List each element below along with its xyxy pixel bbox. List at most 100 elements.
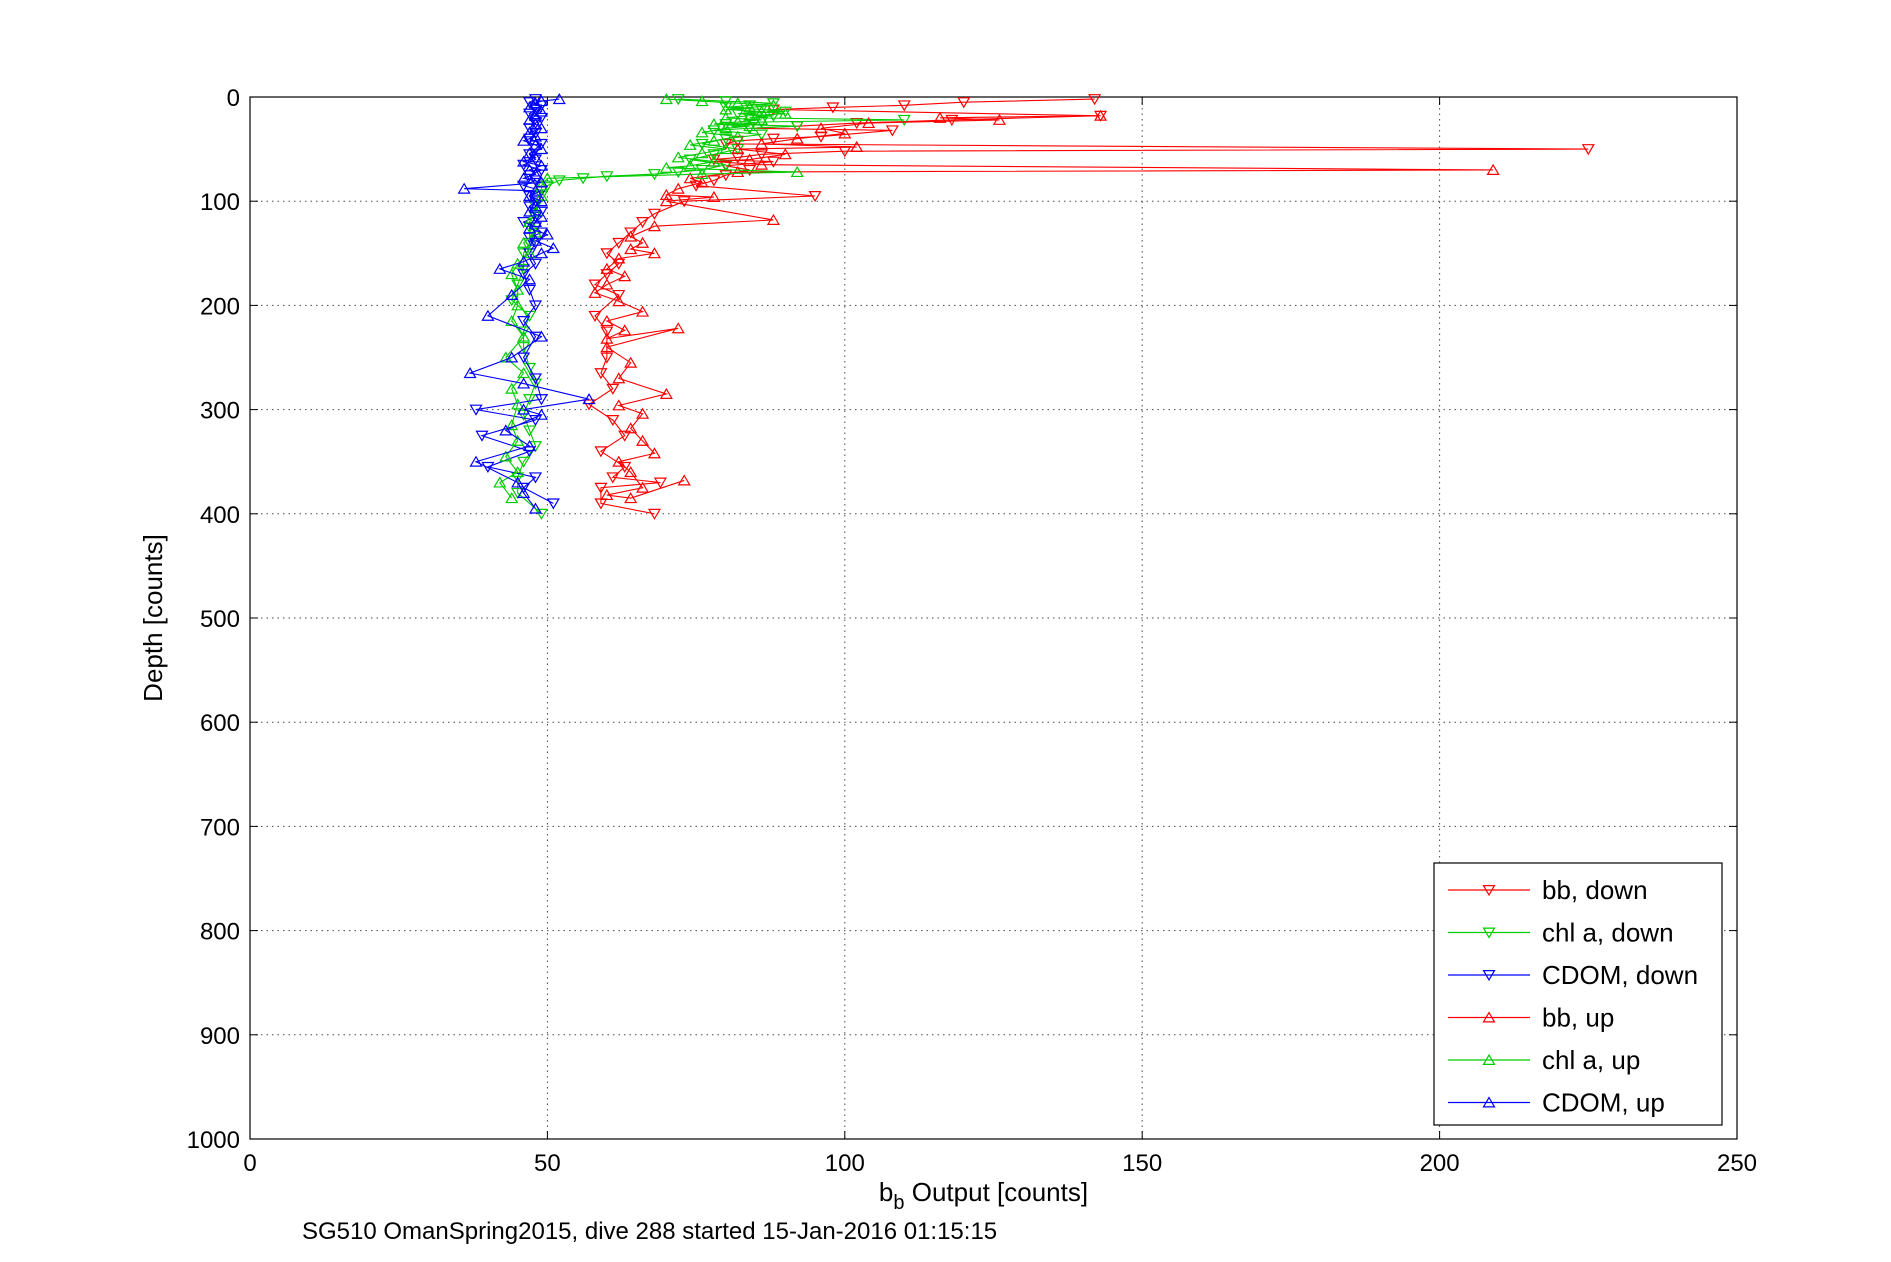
data-point (707, 134, 721, 146)
data-point (523, 113, 537, 125)
data-point (612, 289, 626, 302)
data-point (719, 142, 733, 155)
data-point (659, 195, 673, 207)
data-point (814, 122, 828, 134)
data-point (766, 156, 780, 168)
x-axis-label-subscript: b (893, 1192, 904, 1214)
data-point (933, 111, 947, 123)
data-point (528, 373, 543, 385)
data-point (457, 182, 471, 194)
y-tick-label: 900 (200, 1023, 240, 1050)
data-point (534, 330, 549, 342)
y-axis-label: Depth [counts] (138, 534, 168, 702)
data-point (505, 295, 519, 307)
x-axis-label-main: b (879, 1177, 893, 1207)
data-point (636, 217, 650, 229)
data-point (731, 142, 745, 155)
data-point (838, 127, 852, 139)
data-point (677, 474, 691, 486)
data-point (671, 151, 685, 163)
data-point (743, 112, 757, 124)
data-point (600, 269, 614, 281)
data-point (624, 492, 638, 504)
data-point (636, 434, 650, 446)
legend-label: chl a, down (1542, 918, 1674, 948)
x-tick-label: 250 (1717, 1150, 1757, 1177)
data-point (612, 455, 626, 467)
data-point (517, 159, 531, 171)
data-point (499, 424, 513, 436)
data-point (528, 415, 543, 427)
legend-label: CDOM, down (1542, 960, 1698, 990)
y-tick-label: 300 (200, 398, 240, 425)
data-point (523, 446, 537, 458)
data-point (523, 439, 537, 452)
data-point (647, 220, 662, 232)
data-point (528, 138, 543, 150)
y-tick-label: 400 (200, 502, 240, 529)
data-point (469, 404, 483, 416)
legend-label: bb, up (1542, 1003, 1614, 1033)
data-point (612, 252, 626, 264)
data-point (719, 122, 733, 134)
data-point (659, 161, 673, 173)
data-point (754, 129, 769, 141)
data-point (992, 113, 1006, 125)
figure-caption: SG510 OmanSpring2015, dive 288 started 1… (302, 1218, 997, 1245)
data-point (606, 383, 620, 395)
data-point (707, 117, 721, 130)
data-point (552, 92, 566, 105)
series-line (464, 98, 590, 509)
data-point (505, 382, 519, 394)
data-point (647, 247, 662, 259)
data-point (534, 508, 549, 520)
data-point (523, 284, 537, 296)
data-point (517, 172, 531, 184)
data-point (528, 237, 543, 250)
legend-swatch-marker (1482, 1096, 1496, 1108)
data-series (457, 92, 1595, 520)
x-axis-label-rest: Output [counts] (905, 1177, 1089, 1207)
data-point (523, 247, 537, 259)
data-point (778, 148, 792, 160)
data-point (957, 97, 971, 109)
data-point (671, 322, 685, 334)
data-point (481, 309, 495, 321)
legend-entry: bb, up (1448, 1003, 1614, 1033)
data-point (647, 208, 662, 220)
data-point (647, 169, 662, 181)
data-point (600, 278, 614, 290)
data-point (707, 175, 721, 187)
data-point (719, 96, 733, 108)
data-point (505, 351, 519, 363)
data-point (731, 97, 745, 109)
data-point (754, 149, 769, 161)
data-point (517, 236, 531, 248)
y-tick-label: 700 (200, 814, 240, 841)
data-point (594, 482, 608, 494)
legend-swatch-marker (1482, 969, 1496, 982)
data-point (511, 299, 525, 311)
data-point (653, 477, 667, 489)
data-point (719, 159, 733, 171)
data-point (612, 372, 626, 384)
data-point (636, 481, 650, 493)
data-point (505, 419, 519, 431)
data-point (523, 101, 537, 113)
data-point (600, 262, 614, 274)
data-point (618, 324, 632, 336)
y-tick-label: 200 (200, 293, 240, 320)
data-point (612, 399, 626, 411)
data-point (475, 430, 489, 442)
data-point (511, 257, 525, 269)
y-tick-label: 1000 (187, 1127, 240, 1154)
data-point (576, 173, 590, 185)
data-point (523, 147, 537, 159)
data-point (671, 182, 685, 194)
data-point (588, 310, 602, 322)
data-point (493, 476, 507, 488)
data-point (534, 159, 549, 171)
data-point (826, 102, 840, 114)
x-tick-label: 0 (243, 1150, 256, 1177)
